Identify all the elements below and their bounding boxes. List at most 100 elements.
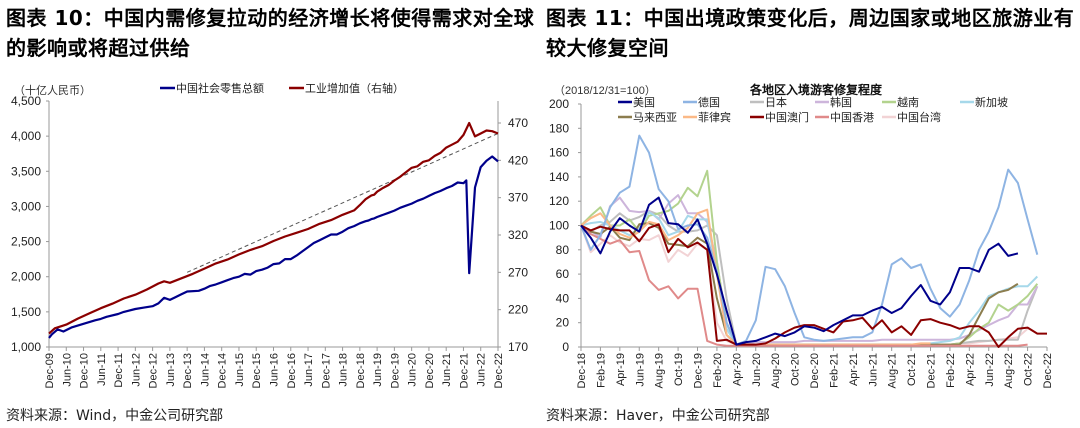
x-tick-label: Apr-19 [615,353,627,386]
series-line [580,169,1039,346]
x-tick-label: Dec-22 [493,353,505,388]
x-tick-label: Jun-12 [130,353,142,387]
x-tick-label: Dec-12 [148,353,160,388]
series-line-retail [48,155,499,339]
x-tick-label: Jun-18 [338,353,350,387]
y-tick-label: 40 [556,291,570,305]
x-tick-label: Apr-22 [964,353,976,386]
y-tick-label: 180 [549,121,569,135]
x-tick-label: Jun-10 [61,353,73,387]
x-tick-label: Dec-17 [320,353,332,388]
legend-label-retail: 中国社会零售总额 [176,81,264,95]
x-tick-label: Aug-19 [654,353,666,388]
y2-tick-label: 220 [508,303,528,317]
y-tick-label: 20 [556,316,570,330]
x-tick-label: Feb-19 [595,353,607,388]
x-tick-label: Apr-20 [731,353,743,386]
x-tick-label: Feb-21 [828,353,840,388]
y2-tick-label: 170 [508,340,528,354]
x-tick-label: Dec-18 [355,353,367,388]
y-tick-label: 140 [549,170,569,184]
x-tick-label: Jun-20 [751,353,763,387]
x-tick-label: Oct-19 [673,353,685,386]
series-line-industry [48,121,499,335]
x-tick-label: Dec-19 [389,353,401,388]
x-tick-label: Jun-16 [269,353,281,387]
y-tick-label: 4,500 [11,94,41,108]
y-tick-label: 160 [549,146,569,160]
x-tick-label: Dec-10 [79,353,91,388]
legend-label-industry: 工业增加值（右轴） [305,81,404,95]
figure-10-title-line1: 图表 10：中国内需修复拉动的经济增长将使得需求对全球 [6,6,535,30]
x-tick-label: Dec-15 [251,353,263,388]
x-tick-label: Jun-22 [476,353,488,387]
legend-label: 美国 [633,96,655,109]
x-tick-label: Aug-22 [1003,353,1015,388]
x-tick-label: Oct-22 [1023,353,1035,386]
x-tick-label: Dec-16 [286,353,298,388]
x-tick-label: Jun-15 [234,353,246,387]
legend-label: 德国 [698,95,720,109]
x-tick-label: Dec-13 [182,353,194,388]
x-tick-label: Jun-20 [407,353,419,387]
x-tick-label: Dec-21 [926,353,938,388]
y-tick-label: 80 [556,243,570,257]
y-axis-unit-label: （十亿人民币） [14,83,91,97]
x-tick-label: Aug-20 [770,353,782,388]
y-tick-label: 100 [549,219,569,233]
figure-11-title-line1: 图表 11：中国出境政策变化后，周边国家或地区旅游业有 [546,6,1075,30]
y-tick-label: 2,000 [11,270,41,284]
figure-11-title-line2: 较大修复空间 [546,36,669,60]
x-tick-label: Jun-21 [867,353,879,387]
legend-label: 越南 [897,95,919,109]
series-line [580,224,1028,347]
y2-tick-label: 320 [508,228,528,242]
legend-label: 韩国 [830,95,852,109]
x-tick-label: Dec-22 [1042,353,1054,388]
y-tick-label: 0 [562,340,569,354]
x-tick-label: Dec-18 [576,353,588,388]
y-tick-label: 3,500 [11,164,41,178]
x-tick-label: Jun-11 [96,353,108,386]
series-line [580,223,1047,348]
x-tick-label: Jun-19 [634,353,646,387]
y-tick-label: 60 [556,267,570,281]
x-tick-label: Feb-20 [712,353,724,388]
x-tick-label: Dec-20 [424,353,436,388]
y-axis-unit-label: （2018/12/31=100） [554,84,656,97]
y-tick-label: 3,000 [11,199,41,213]
figure-10-title: 图表 10：中国内需修复拉动的经济增长将使得需求对全球 的影响或将超过供给 [6,3,536,63]
y2-tick-label: 370 [508,191,528,205]
y-tick-label: 120 [549,194,569,208]
legend-label: 菲律宾 [698,110,731,124]
x-tick-label: Jun-21 [441,353,453,387]
x-tick-label: Oct-21 [906,353,918,386]
x-tick-label: Jun-22 [984,353,996,387]
x-tick-label: Aug-21 [887,353,899,388]
y-tick-label: 1,000 [11,340,41,354]
x-tick-label: Dec-19 [693,353,705,388]
legend-label: 中国台湾 [897,110,941,124]
x-tick-label: Dec-11 [113,353,125,388]
x-tick-label: Jun-14 [199,353,211,387]
figure-10-source: 资料来源：Wind，中金公司研究部 [6,408,224,424]
legend-label: 新加坡 [975,95,1008,109]
figure-11-source: 资料来源：Haver，中金公司研究部 [546,408,770,424]
legend-label: 马来西亚 [633,111,677,124]
chart-title: 各地区入境游客修复程度 [749,82,883,97]
legend-label: 中国澳门 [765,110,809,124]
y2-tick-label: 470 [508,116,528,130]
x-tick-label: Jun-19 [372,353,384,387]
series-line [580,134,1039,346]
x-tick-label: Dec-09 [44,353,56,388]
figure-10-title-line2: 的影响或将超过供给 [6,36,191,60]
y-tick-label: 2,500 [11,235,41,249]
x-tick-label: Jun-17 [303,353,315,387]
x-tick-label: Dec-21 [458,353,470,388]
x-tick-label: Dec-20 [809,353,821,388]
y2-tick-label: 270 [508,265,528,279]
legend-label: 中国香港 [830,111,874,124]
y2-tick-label: 420 [508,153,528,167]
y-tick-label: 1,500 [11,305,41,319]
x-tick-label: Oct-20 [790,353,802,386]
